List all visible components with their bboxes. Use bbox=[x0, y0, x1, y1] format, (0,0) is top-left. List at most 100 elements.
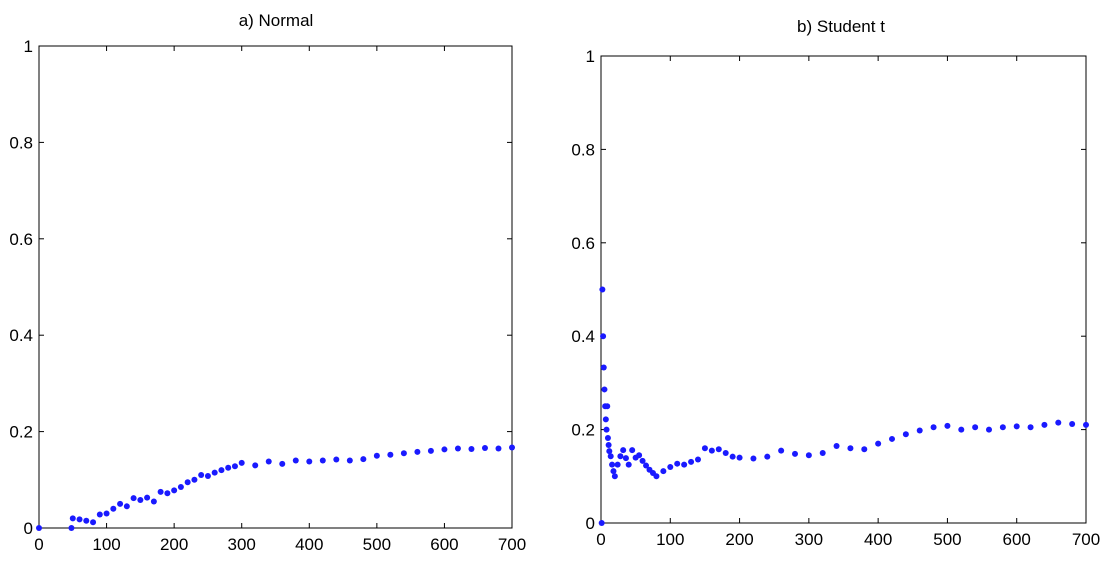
panel-b-ytick-label: 0.4 bbox=[571, 327, 595, 346]
panel-a-data-point bbox=[225, 464, 232, 471]
panel-b-data-point bbox=[1069, 420, 1076, 427]
panel-b-data-point bbox=[674, 460, 681, 467]
panel-a-data-point bbox=[68, 525, 75, 531]
panel-a-data-point bbox=[211, 469, 218, 476]
panel-b-xtick-label: 0 bbox=[596, 530, 605, 549]
panel-b-data-point bbox=[625, 461, 632, 468]
panel-a-data-point bbox=[441, 446, 448, 453]
panel-b-data-point bbox=[930, 424, 937, 431]
panel-a-data-point bbox=[69, 515, 76, 522]
panel-a-data-point bbox=[252, 462, 259, 469]
panel-a-ytick-label: 1 bbox=[24, 37, 33, 56]
panel-a-data-point bbox=[292, 457, 299, 464]
panel-b-ytick-label: 0.6 bbox=[571, 234, 595, 253]
panel-a-data-point bbox=[137, 497, 144, 504]
panel-b: b) Student t 0 100 200 300 400 500 600 70000.20… bbox=[571, 17, 1100, 549]
panel-b-xtick-label: 200 bbox=[725, 530, 753, 549]
panel-b-data-point bbox=[622, 455, 629, 462]
panel-b-plot-frame bbox=[600, 55, 1087, 524]
panel-a-data-point bbox=[76, 516, 83, 523]
panel-b-data-point bbox=[653, 473, 660, 480]
panel-a-data-point bbox=[110, 505, 117, 512]
panel-b-data-point bbox=[614, 461, 621, 468]
panel-b-data-point bbox=[602, 416, 609, 423]
panel-b-data-point bbox=[1027, 424, 1034, 431]
panel-a-ticks: 0 100 200 300 400 500 600 700 0 0.2 0.4 0.6 0.8 1 bbox=[9, 37, 526, 554]
panel-b-xtick-label: 100 bbox=[656, 530, 684, 549]
panel-b-data-point bbox=[958, 426, 965, 433]
panel-a-data-point bbox=[414, 448, 421, 455]
panel-b-data-point bbox=[617, 453, 624, 460]
panel-b-data-point bbox=[1041, 421, 1048, 428]
panel-b-data-point bbox=[944, 422, 951, 429]
panel-b-data-point bbox=[715, 446, 722, 453]
panel-b-data-point bbox=[805, 452, 812, 459]
panel-a-data-point bbox=[279, 460, 286, 467]
panel-a-data-point bbox=[144, 494, 151, 501]
panel-b-data-point bbox=[875, 440, 882, 447]
panel-b-data-point bbox=[607, 453, 614, 460]
panel-b-data-point bbox=[861, 446, 868, 453]
panel-a-data-point bbox=[90, 519, 97, 526]
panel-a-data-point bbox=[454, 445, 461, 452]
panel-a-xtick-label: 700 bbox=[498, 535, 526, 554]
panel-b-ticks: 0 100 200 300 400 500 600 700 0 0.2 0.4 0.6 0.8 1 bbox=[571, 47, 1100, 549]
panel-a-data-point bbox=[481, 444, 488, 451]
panel-a-data-point bbox=[117, 500, 124, 507]
panel-b-data-point bbox=[986, 426, 992, 433]
panel-a-data-point bbox=[177, 484, 184, 491]
panel-a-data-point bbox=[373, 452, 380, 459]
panel-a-data-point bbox=[171, 487, 178, 494]
panel-b-xtick-label: 400 bbox=[864, 530, 892, 549]
panel-b-data-point bbox=[681, 461, 688, 468]
panel-a-data-point bbox=[130, 495, 137, 502]
panel-a-ytick-label: 0.8 bbox=[9, 133, 33, 152]
panel-a-xtick-label: 400 bbox=[295, 535, 323, 554]
panel-b-data-point bbox=[605, 442, 612, 449]
panel-a-xtick-label: 500 bbox=[363, 535, 391, 554]
panel-a-data-point bbox=[427, 447, 434, 454]
panel-b-data-point bbox=[667, 463, 674, 470]
panel-a-data-point bbox=[306, 458, 313, 465]
panel-b-data-point bbox=[701, 445, 708, 452]
panel-a-ytick-label: 0 bbox=[24, 519, 33, 538]
panel-a-data-point bbox=[150, 498, 157, 505]
panel-a-data-point bbox=[265, 458, 272, 465]
panel-a-data-point bbox=[191, 476, 198, 483]
panel-a-ytick-label: 0.4 bbox=[9, 326, 33, 345]
panel-b-data-point bbox=[639, 457, 646, 464]
panel-b-data-point bbox=[643, 462, 650, 469]
panel-a: a) Normal 0 100 200 300 400 500 600 70000.20.40… bbox=[9, 11, 526, 554]
panel-a-data-point bbox=[387, 451, 394, 458]
panel-b-data-point bbox=[833, 442, 840, 449]
panel-a-data-point bbox=[164, 490, 171, 497]
panel-b-xtick-label: 600 bbox=[1003, 530, 1031, 549]
panel-a-ytick-label: 0.2 bbox=[9, 423, 33, 442]
panel-a-ytick-label: 0.6 bbox=[9, 230, 33, 249]
panel-b-data-point bbox=[1083, 421, 1089, 428]
panel-b-data-point bbox=[598, 520, 605, 526]
panel-b-ytick-label: 0.2 bbox=[571, 421, 595, 440]
panel-b-marks bbox=[598, 286, 1089, 526]
panel-b-data-point bbox=[729, 453, 736, 460]
panel-b-data-point bbox=[600, 364, 607, 371]
panel-b-data-point bbox=[764, 453, 771, 460]
panel-a-data-point bbox=[83, 517, 90, 524]
panel-b-ytick-label: 1 bbox=[586, 47, 595, 66]
panel-b-data-point bbox=[916, 427, 923, 434]
panel-b-data-point bbox=[792, 450, 798, 457]
panel-a-data-point bbox=[360, 456, 367, 463]
panel-a-data-point bbox=[198, 471, 205, 478]
panel-b-data-point bbox=[636, 452, 643, 459]
panel-b-xtick-label: 700 bbox=[1072, 530, 1100, 549]
panel-a-xtick-label: 100 bbox=[92, 535, 120, 554]
panel-b-data-point bbox=[819, 449, 826, 456]
panel-a-marks bbox=[36, 444, 515, 531]
panel-a-data-point bbox=[36, 525, 42, 531]
panel-b-data-point bbox=[902, 431, 909, 438]
panel-a-data-point bbox=[204, 472, 211, 479]
panel-a-data-point bbox=[468, 445, 475, 452]
panel-b-xtick-label: 300 bbox=[795, 530, 823, 549]
panel-b-data-point bbox=[722, 449, 729, 456]
panel-a-xtick-label: 300 bbox=[228, 535, 256, 554]
